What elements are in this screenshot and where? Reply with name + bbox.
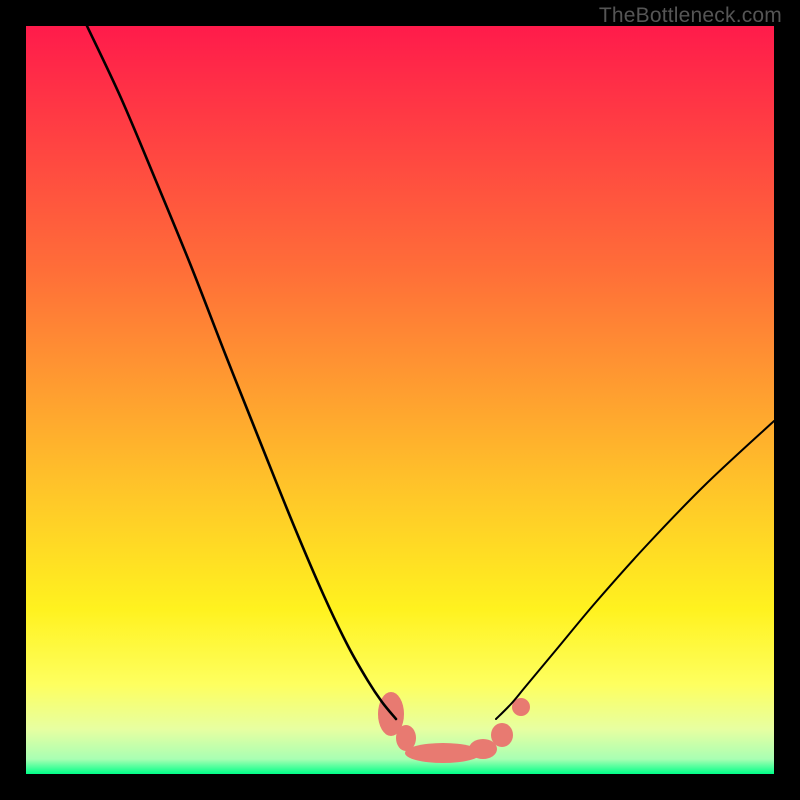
highlight-pill bbox=[405, 743, 481, 763]
watermark-text: TheBottleneck.com bbox=[599, 4, 782, 28]
highlight-pill bbox=[469, 739, 497, 759]
curve-left bbox=[87, 26, 396, 719]
highlight-pill bbox=[491, 723, 513, 747]
chart-svg bbox=[26, 26, 774, 774]
highlight-markers bbox=[378, 692, 530, 763]
curve-right bbox=[496, 421, 774, 719]
